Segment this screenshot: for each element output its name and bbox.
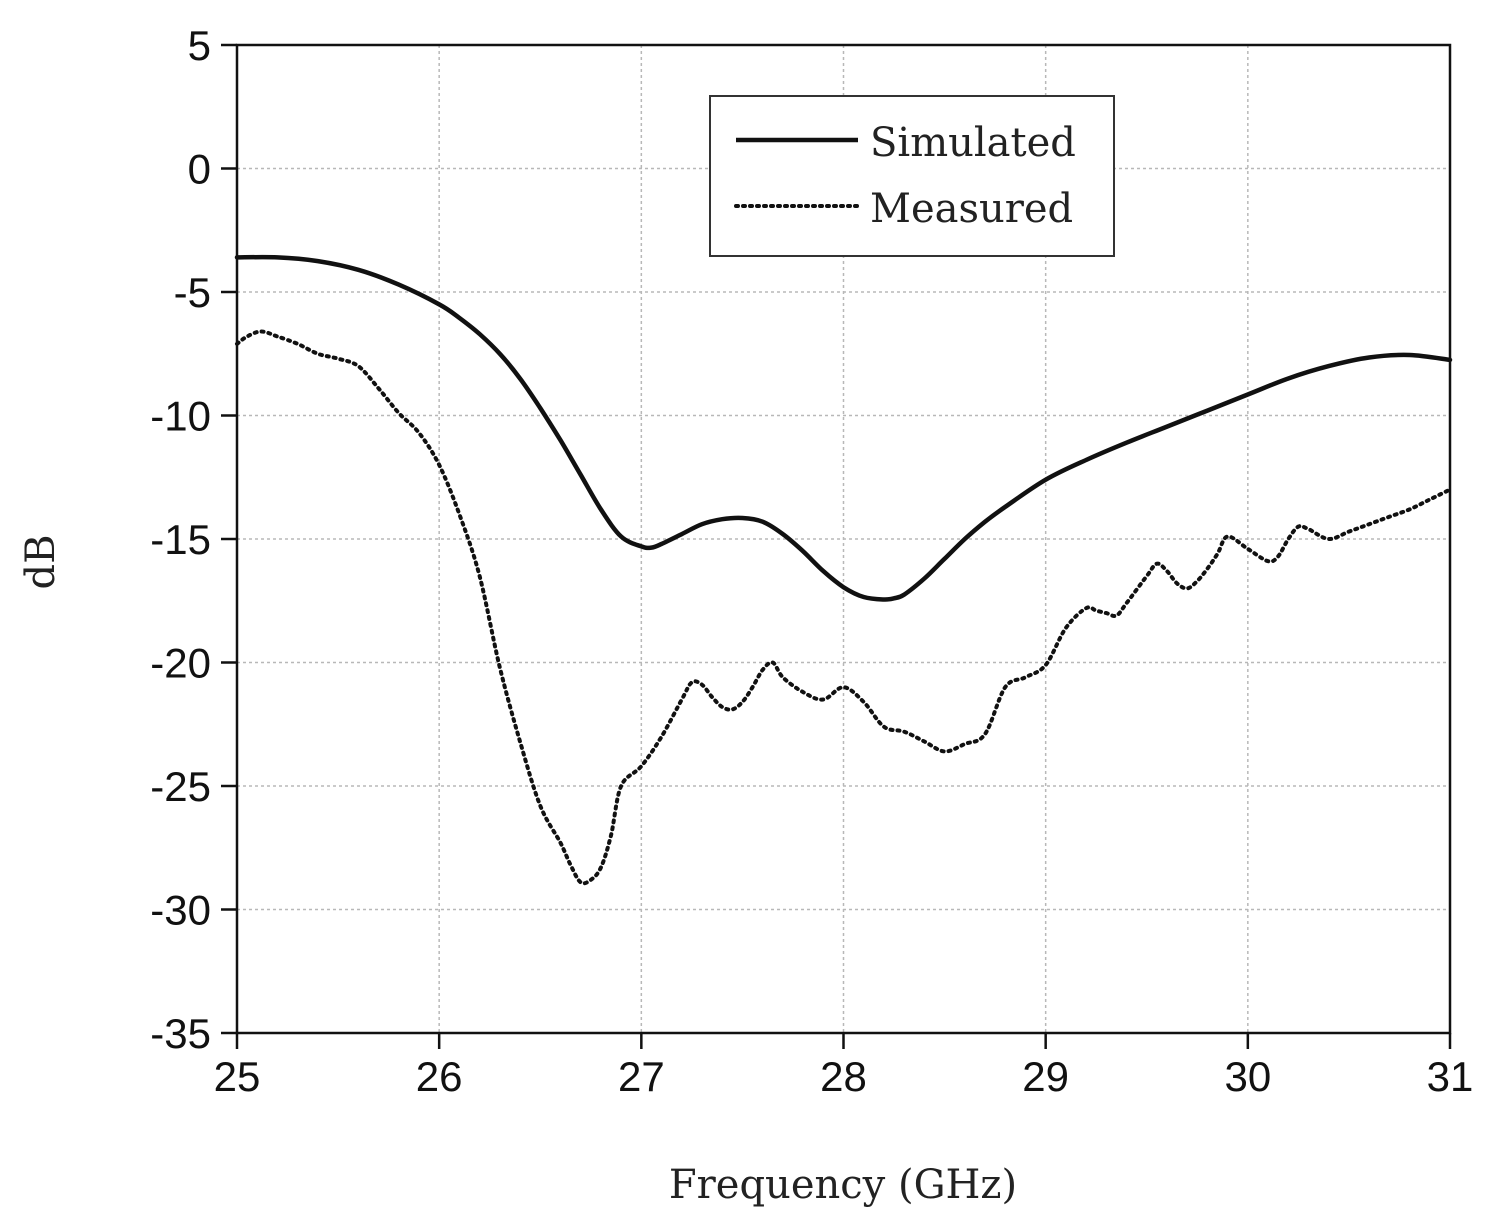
x-tick-label: 27 bbox=[618, 1053, 665, 1100]
legend-label-simulated: Simulated bbox=[870, 120, 1076, 166]
y-tick-label: 5 bbox=[188, 22, 211, 69]
y-tick-label: -35 bbox=[150, 1010, 211, 1057]
x-tick-label: 25 bbox=[214, 1053, 261, 1100]
y-axis-tick-labels: 5 0 -5 -10 -15 -20 -25 -30 -35 bbox=[150, 22, 211, 1057]
x-tick-label: 26 bbox=[416, 1053, 463, 1100]
legend-label-measured: Measured bbox=[870, 186, 1073, 232]
x-axis-title: Frequency (GHz) bbox=[669, 1162, 1017, 1208]
legend-box bbox=[709, 95, 1115, 257]
y-tick-label: -15 bbox=[150, 516, 211, 563]
y-axis-title: dB bbox=[18, 535, 64, 590]
x-tick-label: 30 bbox=[1224, 1053, 1271, 1100]
legend: Simulated Measured bbox=[709, 95, 1115, 257]
x-tick-label: 31 bbox=[1427, 1053, 1474, 1100]
x-tick-label: 29 bbox=[1022, 1053, 1069, 1100]
series-line-simulated bbox=[234, 254, 1453, 602]
y-tick-label: 0 bbox=[188, 146, 211, 193]
x-tick-label: 28 bbox=[820, 1053, 867, 1100]
y-tick-label: -30 bbox=[150, 887, 211, 934]
axis-ticks bbox=[221, 43, 1452, 1049]
y-tick-label: -20 bbox=[150, 640, 211, 687]
series-layer bbox=[234, 254, 1453, 886]
y-tick-label: -25 bbox=[150, 763, 211, 810]
y-tick-label: -5 bbox=[174, 269, 211, 316]
series-line-measured bbox=[235, 329, 1452, 886]
y-tick-label: -10 bbox=[150, 393, 211, 440]
x-axis-tick-labels: 25 26 27 28 29 30 31 bbox=[214, 1053, 1474, 1100]
